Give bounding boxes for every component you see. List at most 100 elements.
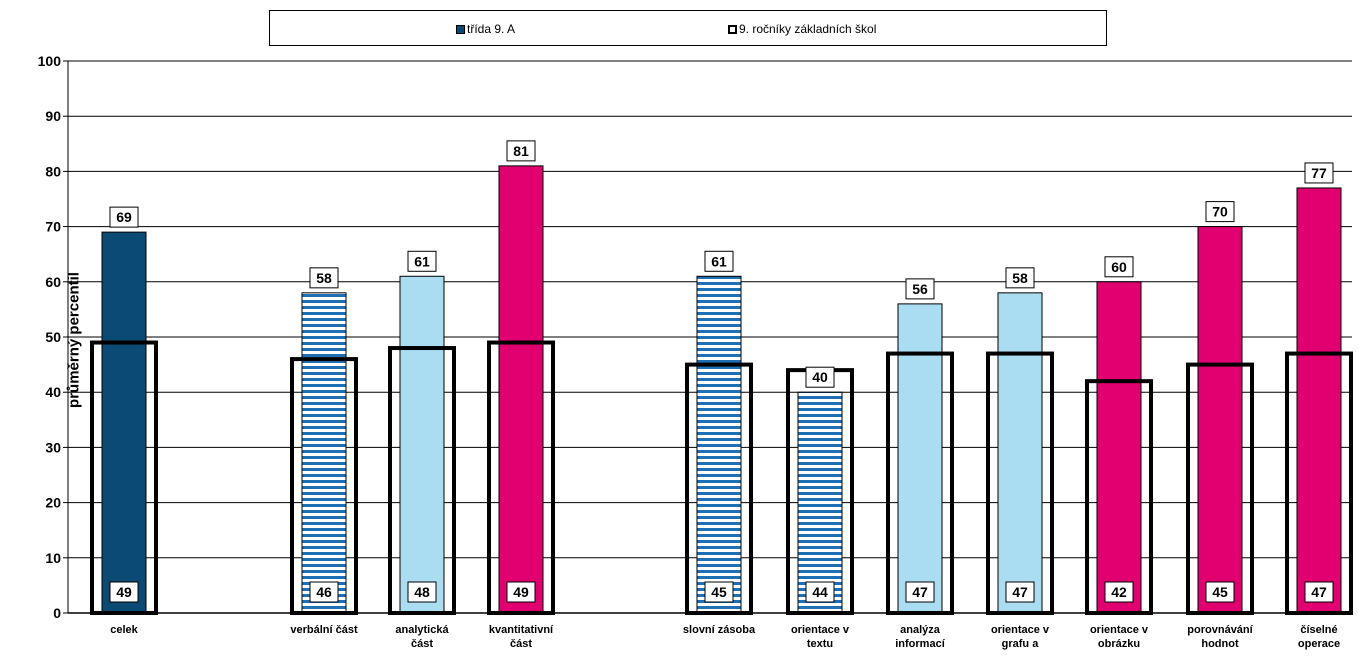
y-tick-label: 50 xyxy=(45,329,61,345)
national-value-label: 42 xyxy=(1111,584,1127,600)
class-value-box xyxy=(805,366,835,388)
category-label: grafu a xyxy=(1002,638,1040,650)
category-label: část xyxy=(411,638,433,650)
class-bar xyxy=(696,275,742,614)
national-value-label: 47 xyxy=(912,584,928,600)
national-bar xyxy=(388,346,456,615)
national-bar xyxy=(986,351,1054,615)
class-value-box xyxy=(309,267,339,289)
class-value-box xyxy=(704,250,734,272)
class-value-label: 61 xyxy=(414,253,430,269)
legend-item-class: třída 9. A xyxy=(456,22,515,36)
class-value-box xyxy=(109,206,139,228)
class-value-label: 56 xyxy=(912,281,928,297)
legend-swatch-class xyxy=(456,24,465,34)
class-value-label: 40 xyxy=(812,369,828,385)
legend-label-class: třída 9. A xyxy=(467,22,516,36)
class-bar xyxy=(1197,226,1243,614)
national-value-box xyxy=(704,581,734,603)
legend-item-national: 9. ročníky základních škol xyxy=(728,22,876,36)
national-value-label: 47 xyxy=(1012,584,1028,600)
class-bar xyxy=(1096,281,1142,614)
category-label: kvantitativní xyxy=(489,624,554,636)
class-value-label: 77 xyxy=(1311,165,1327,181)
category-label: porovnávání xyxy=(1187,624,1253,636)
category-label: obrázku xyxy=(1098,638,1140,650)
category-label: informací xyxy=(895,638,945,650)
category-label: číselné xyxy=(1300,624,1337,636)
y-tick-label: 100 xyxy=(38,53,62,69)
class-bar xyxy=(101,231,147,614)
national-bar xyxy=(1085,379,1153,615)
y-tick-label: 70 xyxy=(45,219,61,235)
legend-swatch-national xyxy=(728,24,737,34)
legend-label-national: 9. ročníky základních škol xyxy=(739,22,877,36)
y-tick-label: 20 xyxy=(45,495,61,511)
national-bar xyxy=(90,340,158,615)
national-value-box xyxy=(1205,581,1235,603)
category-label: hodnot xyxy=(1201,638,1239,650)
category-label: orientace v xyxy=(791,624,850,636)
y-tick-label: 10 xyxy=(45,550,61,566)
class-value-label: 58 xyxy=(1012,270,1028,286)
national-bar xyxy=(1186,362,1254,615)
chart-legend: třída 9. A 9. ročníky základních škol xyxy=(269,10,1107,46)
national-value-label: 48 xyxy=(414,584,430,600)
national-value-label: 46 xyxy=(316,584,332,600)
national-bar xyxy=(886,351,954,615)
y-tick-label: 40 xyxy=(45,384,61,400)
category-label: verbální část xyxy=(290,624,358,636)
class-value-label: 69 xyxy=(116,209,132,225)
class-value-box xyxy=(1304,162,1334,184)
national-bar xyxy=(1285,351,1353,615)
y-tick-label: 80 xyxy=(45,163,61,179)
class-value-box xyxy=(407,250,437,272)
national-value-label: 47 xyxy=(1311,584,1327,600)
national-value-box xyxy=(309,581,339,603)
category-label: orientace v xyxy=(1090,624,1149,636)
class-value-label: 61 xyxy=(711,253,727,269)
class-value-label: 81 xyxy=(513,143,529,159)
y-tick-label: 30 xyxy=(45,439,61,455)
category-label: operace xyxy=(1298,638,1340,650)
national-value-box xyxy=(506,581,536,603)
national-bar xyxy=(487,340,555,615)
category-label: orientace v xyxy=(991,624,1050,636)
national-value-box xyxy=(407,581,437,603)
class-bar xyxy=(399,275,445,614)
class-bar xyxy=(498,165,544,614)
national-value-box xyxy=(905,581,935,603)
national-value-label: 49 xyxy=(116,584,132,600)
class-value-box xyxy=(1005,267,1035,289)
class-value-label: 58 xyxy=(316,270,332,286)
national-value-box xyxy=(1304,581,1334,603)
category-label: textu xyxy=(807,638,833,650)
class-value-box xyxy=(905,278,935,300)
national-value-label: 45 xyxy=(1212,584,1228,600)
class-bar xyxy=(301,292,347,614)
national-bar xyxy=(685,362,753,615)
national-value-box xyxy=(109,581,139,603)
national-value-label: 49 xyxy=(513,584,529,600)
class-value-box xyxy=(1205,201,1235,223)
category-label: část xyxy=(510,638,532,650)
category-label: analýza xyxy=(900,624,941,636)
class-bar xyxy=(897,303,943,614)
y-tick-label: 60 xyxy=(45,274,61,290)
national-bar xyxy=(290,357,358,615)
class-value-label: 70 xyxy=(1212,204,1228,220)
national-value-box xyxy=(1104,581,1134,603)
national-value-label: 44 xyxy=(812,584,828,600)
y-tick-label: 90 xyxy=(45,108,61,124)
y-tick-label: 0 xyxy=(53,605,61,621)
national-value-box xyxy=(1005,581,1035,603)
class-bar xyxy=(997,292,1043,614)
category-label: slovní zásoba xyxy=(683,624,756,636)
class-bar xyxy=(1296,187,1342,614)
category-label: celek xyxy=(110,624,138,636)
class-value-box xyxy=(1104,256,1134,278)
class-bar xyxy=(797,391,843,614)
class-value-box xyxy=(506,140,536,162)
national-value-label: 45 xyxy=(711,584,727,600)
